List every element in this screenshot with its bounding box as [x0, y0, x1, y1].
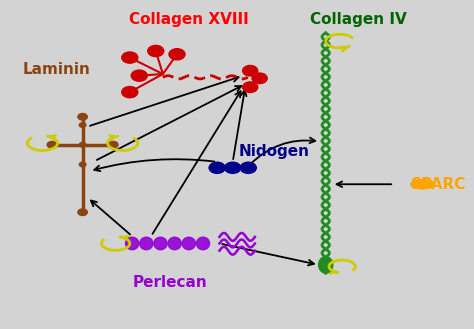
- Ellipse shape: [126, 237, 139, 250]
- Text: Collagen XVIII: Collagen XVIII: [129, 12, 249, 27]
- Ellipse shape: [140, 237, 153, 250]
- Ellipse shape: [196, 237, 210, 250]
- Circle shape: [79, 123, 86, 127]
- Text: Perlecan: Perlecan: [133, 275, 207, 291]
- Circle shape: [131, 70, 147, 81]
- Circle shape: [122, 87, 138, 98]
- Ellipse shape: [319, 257, 333, 273]
- Circle shape: [122, 52, 138, 63]
- Ellipse shape: [410, 180, 434, 189]
- Text: SPARC: SPARC: [411, 177, 467, 192]
- Circle shape: [240, 162, 256, 173]
- Circle shape: [78, 114, 87, 120]
- Circle shape: [243, 65, 258, 76]
- Circle shape: [78, 209, 87, 215]
- Circle shape: [243, 82, 258, 92]
- Circle shape: [79, 162, 86, 167]
- Text: Laminin: Laminin: [23, 62, 91, 77]
- Circle shape: [169, 49, 185, 60]
- Text: Collagen IV: Collagen IV: [310, 12, 407, 27]
- Text: Nidogen: Nidogen: [238, 144, 309, 159]
- Circle shape: [148, 45, 164, 57]
- Circle shape: [225, 162, 241, 173]
- Ellipse shape: [154, 237, 167, 250]
- Ellipse shape: [182, 237, 195, 250]
- Circle shape: [209, 162, 225, 173]
- Circle shape: [47, 141, 57, 148]
- Circle shape: [109, 141, 118, 148]
- Circle shape: [252, 73, 267, 84]
- Circle shape: [79, 142, 86, 147]
- Ellipse shape: [168, 237, 181, 250]
